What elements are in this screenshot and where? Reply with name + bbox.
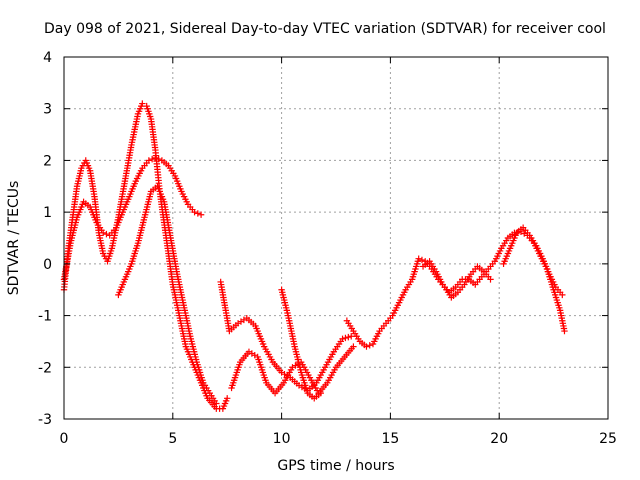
axis-ticks — [63, 56, 609, 420]
x-tick-label: 0 — [60, 431, 69, 447]
x-tick-labels: 0 5 10 15 20 25 — [60, 431, 617, 447]
x-tick-label: 5 — [168, 431, 177, 447]
series-track-9 — [500, 224, 566, 299]
series-track-3 — [115, 183, 220, 407]
data-point — [363, 343, 370, 350]
y-tick-label: 3 — [43, 102, 52, 118]
data-point-fill — [194, 210, 202, 217]
x-tick-label: 25 — [599, 431, 617, 447]
series-track-4 — [217, 278, 355, 394]
data-point — [145, 157, 153, 164]
data-point — [99, 229, 107, 237]
y-axis-label: SDTVAR / TECUs — [6, 181, 22, 296]
series-track-7 — [343, 255, 494, 350]
series-track-8 — [419, 228, 568, 335]
data-point — [139, 100, 146, 107]
x-tick-label: 15 — [381, 431, 399, 447]
data-point — [152, 154, 159, 162]
data-point — [350, 343, 357, 350]
y-tick-label: -1 — [38, 309, 52, 325]
y-tick-label: 2 — [43, 153, 52, 169]
x-tick-label: 10 — [273, 431, 291, 447]
y-tick-label: 4 — [43, 50, 52, 66]
data-point-fill — [342, 334, 349, 342]
data-point-fill — [345, 333, 352, 341]
data-point — [191, 208, 198, 216]
chart-title: Day 098 of 2021, Sidereal Day-to-day VTE… — [44, 21, 606, 37]
x-axis-label: GPS time / hours — [277, 458, 394, 474]
data-point — [213, 400, 220, 407]
y-tick-label: -2 — [38, 360, 52, 376]
x-tick-label: 20 — [490, 431, 508, 447]
data-point — [339, 335, 346, 343]
data-point-fill — [521, 230, 528, 237]
data-point — [224, 395, 231, 402]
series-track-5 — [228, 343, 357, 397]
data-point-fill — [418, 256, 426, 264]
data-marks — [60, 100, 568, 412]
y-tick-labels: -3 -2 -1 0 1 2 3 4 — [38, 50, 52, 428]
data-point-fill — [103, 230, 110, 238]
y-tick-label: -3 — [38, 412, 52, 428]
data-point — [487, 276, 494, 283]
series-track-1 — [60, 100, 231, 412]
series-track-6 — [278, 286, 324, 402]
series-track-2 — [60, 154, 205, 283]
data-point — [415, 255, 422, 262]
data-point-fill — [366, 342, 373, 349]
plot-frame — [63, 56, 609, 420]
data-point-fill — [148, 155, 156, 163]
data-point — [559, 291, 566, 299]
y-tick-label: 0 — [43, 257, 52, 273]
data-point — [197, 211, 205, 218]
data-point — [561, 327, 568, 335]
data-point — [317, 389, 324, 397]
data-point — [348, 333, 355, 340]
y-tick-label: 1 — [43, 205, 52, 221]
data-point-fill — [155, 155, 162, 163]
